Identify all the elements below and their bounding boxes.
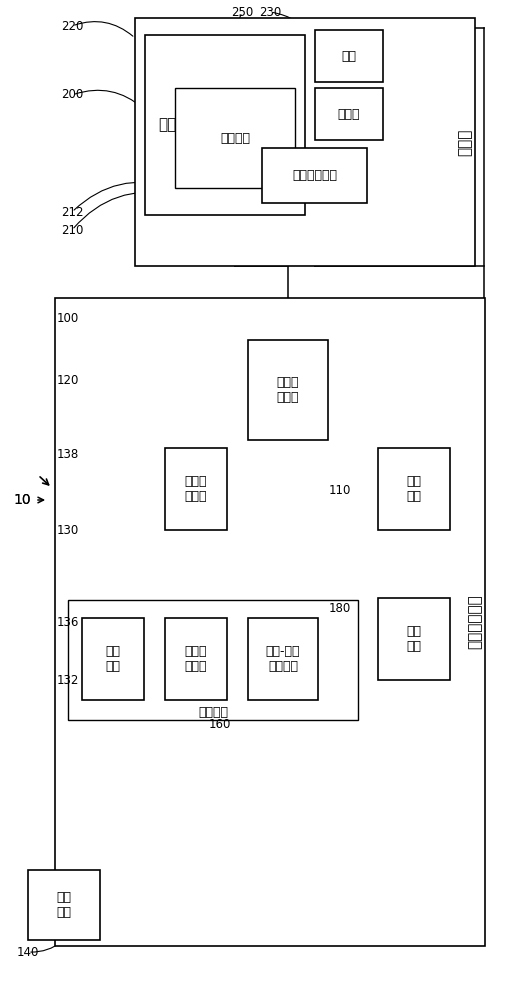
Text: 138: 138: [57, 448, 79, 462]
Text: 120: 120: [57, 373, 79, 386]
Text: 230: 230: [259, 5, 281, 18]
Bar: [315, 30, 383, 82]
Text: 电机: 电机: [158, 117, 176, 132]
Text: 10: 10: [13, 493, 31, 507]
Text: 加热控制电路: 加热控制电路: [468, 595, 482, 649]
Bar: [68, 600, 358, 720]
Bar: [165, 618, 227, 700]
Bar: [145, 35, 305, 215]
Text: 智能功
率模块: 智能功 率模块: [277, 376, 299, 404]
Text: 供电模块: 供电模块: [198, 706, 228, 718]
Text: 100: 100: [57, 312, 79, 324]
Bar: [82, 618, 144, 700]
Text: 驱动
单元: 驱动 单元: [407, 475, 422, 503]
Text: 210: 210: [61, 224, 83, 236]
Text: 冷媒: 冷媒: [341, 49, 357, 62]
Text: 212: 212: [61, 206, 83, 219]
Text: 180: 180: [329, 601, 351, 614]
Text: 滤波
单元: 滤波 单元: [106, 645, 121, 673]
Text: 130: 130: [57, 524, 79, 536]
Bar: [262, 148, 367, 203]
Text: 132: 132: [57, 674, 79, 686]
Text: 136: 136: [57, 615, 79, 629]
Text: 直流整
形单元: 直流整 形单元: [185, 475, 207, 503]
Bar: [28, 870, 100, 940]
Text: 润滑油: 润滑油: [338, 107, 360, 120]
Text: 160: 160: [209, 718, 231, 732]
Text: 110: 110: [329, 484, 351, 496]
Bar: [248, 340, 328, 440]
Text: 主控
单元: 主控 单元: [407, 625, 422, 653]
Text: 交流-直流
转换单元: 交流-直流 转换单元: [266, 645, 300, 673]
Text: 140: 140: [17, 946, 39, 958]
Text: 200: 200: [61, 89, 83, 102]
Bar: [55, 298, 485, 946]
Text: 交流
电源: 交流 电源: [57, 891, 72, 919]
Bar: [378, 448, 450, 530]
Bar: [248, 618, 318, 700]
Bar: [378, 598, 450, 680]
Text: 250: 250: [231, 5, 253, 18]
Bar: [165, 448, 227, 530]
Text: 限流保
护单元: 限流保 护单元: [185, 645, 207, 673]
Bar: [135, 18, 475, 266]
Text: 绕组单元: 绕组单元: [220, 131, 250, 144]
Text: 温度感测单元: 温度感测单元: [292, 169, 337, 182]
Text: 压缩机: 压缩机: [458, 128, 473, 156]
Text: 10: 10: [13, 493, 31, 507]
Bar: [175, 88, 295, 188]
Bar: [315, 88, 383, 140]
Text: 220: 220: [61, 19, 83, 32]
